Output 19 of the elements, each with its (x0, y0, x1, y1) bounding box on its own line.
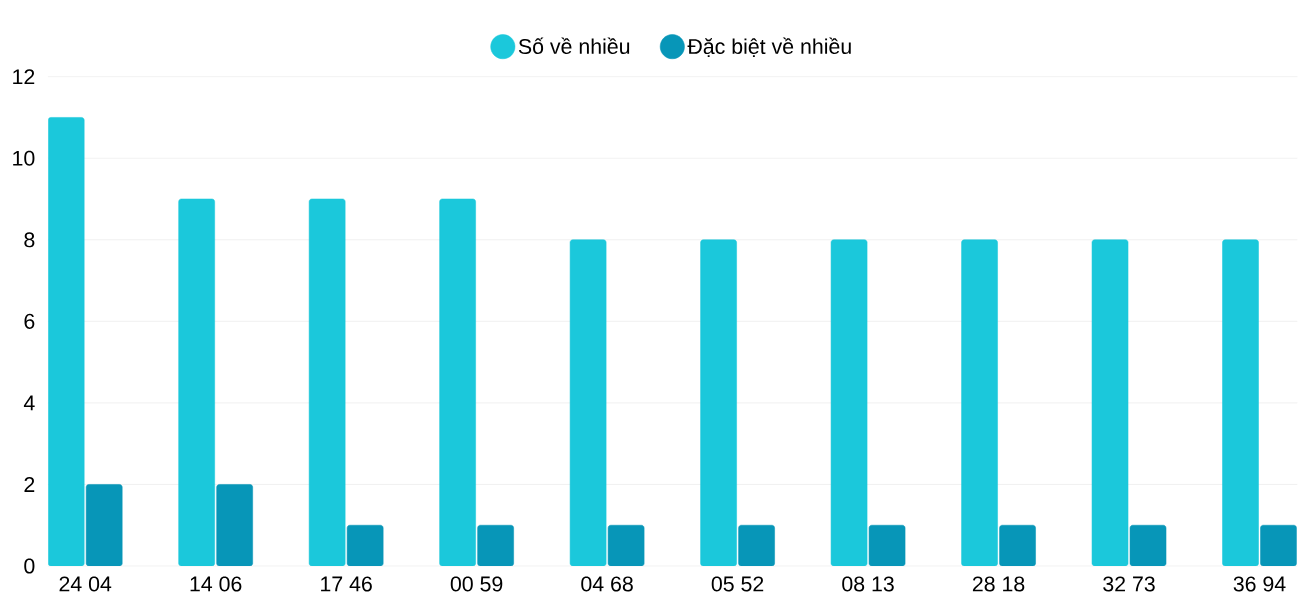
y-tick-label: 2 (24, 477, 35, 492)
y-tick-label: 8 (24, 232, 35, 248)
x-tick-label: 28 18 (972, 576, 1025, 592)
y-tick-label: 12 (13, 69, 35, 85)
x-tick-label: 00 59 (450, 576, 503, 592)
x-tick-label: 08 13 (842, 576, 894, 592)
legend-label: Đặc biệt về nhiều (687, 37, 851, 58)
legend-label: Số về nhiều (518, 37, 630, 55)
x-tick-label: 17 46 (321, 576, 372, 592)
x-tick-label: 04 68 (581, 576, 633, 592)
x-tick-label: 36 94 (1233, 576, 1286, 592)
x-tick-label: 05 52 (711, 576, 764, 592)
y-tick-label: 0 (24, 558, 35, 574)
y-tick-label: 6 (24, 313, 35, 329)
x-tick-label: 24 04 (59, 576, 112, 592)
x-tick-label: 14 06 (190, 576, 242, 592)
y-tick-label: 10 (13, 150, 35, 166)
y-tick-label: 4 (23, 395, 35, 411)
x-tick-label: 32 73 (1103, 576, 1155, 592)
